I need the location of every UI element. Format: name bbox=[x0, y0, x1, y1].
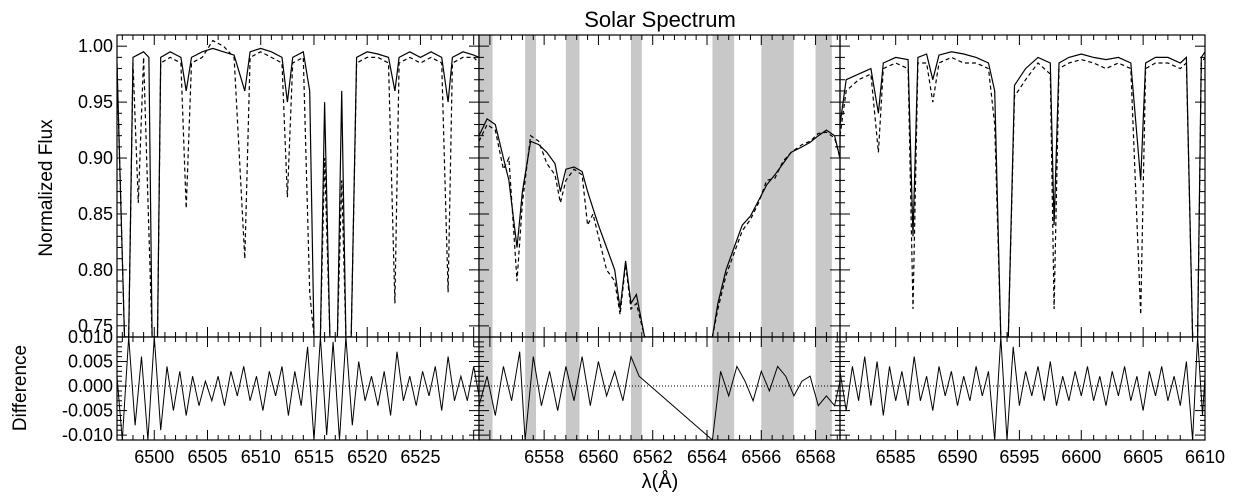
difference-line-panel-2 bbox=[840, 337, 1205, 440]
x-tick-label-0-2: 6510 bbox=[241, 447, 281, 467]
y-axis-label-bottom: Difference bbox=[10, 345, 31, 431]
y-tick-label-bottom-1: -0.005 bbox=[62, 401, 113, 421]
frame-bottom-2 bbox=[839, 336, 1206, 441]
x-tick-label-2-3: 6600 bbox=[1061, 447, 1101, 467]
shaded-region-1-3 bbox=[631, 35, 642, 440]
y-tick-label-top-5: 1.00 bbox=[78, 36, 113, 56]
spectrum-dashed-panel-2 bbox=[840, 56, 1205, 337]
spectrum-dashed-panel-0 bbox=[117, 39, 479, 337]
y-tick-label-bottom-2: 0.000 bbox=[68, 376, 113, 396]
chart-title: Solar Spectrum bbox=[584, 7, 736, 32]
frame-top-2 bbox=[839, 34, 1206, 338]
frame-top-0 bbox=[116, 34, 480, 338]
x-tick-label-0-0: 6500 bbox=[134, 447, 174, 467]
y-tick-label-top-0: 0.75 bbox=[78, 316, 113, 336]
y-axis-label-top: Normalized Flux bbox=[36, 119, 57, 257]
shaded-region-1-0 bbox=[479, 35, 493, 440]
x-tick-label-1-3: 6564 bbox=[687, 447, 727, 467]
x-tick-label-0-5: 6525 bbox=[400, 447, 440, 467]
x-tick-label-0-1: 6505 bbox=[187, 447, 227, 467]
x-tick-label-1-0: 6558 bbox=[524, 447, 564, 467]
y-tick-label-top-2: 0.85 bbox=[78, 204, 113, 224]
spectrum-solid-panel-0 bbox=[117, 47, 479, 337]
shaded-region-1-2 bbox=[565, 35, 580, 440]
x-tick-label-0-4: 6520 bbox=[347, 447, 387, 467]
y-tick-label-bottom-4: 0.010 bbox=[68, 327, 113, 347]
x-tick-label-1-2: 6562 bbox=[633, 447, 673, 467]
x-tick-label-1-5: 6568 bbox=[796, 447, 836, 467]
y-tick-label-bottom-0: -0.010 bbox=[62, 425, 113, 445]
shaded-region-1-5 bbox=[761, 35, 794, 440]
x-tick-label-1-1: 6560 bbox=[578, 447, 618, 467]
x-tick-label-2-2: 6595 bbox=[999, 447, 1039, 467]
shaded-region-1-1 bbox=[525, 35, 536, 440]
shaded-region-1-6 bbox=[815, 35, 832, 440]
difference-line-panel-1 bbox=[479, 351, 840, 440]
x-tick-label-2-0: 6585 bbox=[876, 447, 916, 467]
x-tick-label-0-3: 6515 bbox=[294, 447, 334, 467]
y-tick-label-top-4: 0.95 bbox=[78, 92, 113, 112]
x-tick-label-1-4: 6566 bbox=[741, 447, 781, 467]
spectrum-solid-panel-2 bbox=[840, 51, 1205, 337]
y-tick-label-top-1: 0.80 bbox=[78, 260, 113, 280]
difference-line-panel-0 bbox=[117, 337, 479, 440]
spectrum-dashed-panel-1 bbox=[479, 123, 840, 337]
x-tick-label-2-5: 6610 bbox=[1185, 447, 1225, 467]
x-axis-label: λ(Å) bbox=[642, 470, 679, 493]
x-tick-label-2-4: 6605 bbox=[1123, 447, 1163, 467]
y-tick-label-bottom-3: 0.005 bbox=[68, 352, 113, 372]
plot-layer: 6500 6505 6510 6515 6520 6525 6558 6560 6562 6564… bbox=[62, 34, 1225, 467]
x-tick-label-2-1: 6590 bbox=[938, 447, 978, 467]
y-tick-label-top-3: 0.90 bbox=[78, 148, 113, 168]
